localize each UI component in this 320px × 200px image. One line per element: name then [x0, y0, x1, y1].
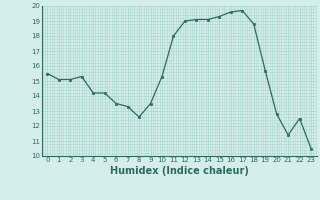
X-axis label: Humidex (Indice chaleur): Humidex (Indice chaleur) [110, 166, 249, 176]
